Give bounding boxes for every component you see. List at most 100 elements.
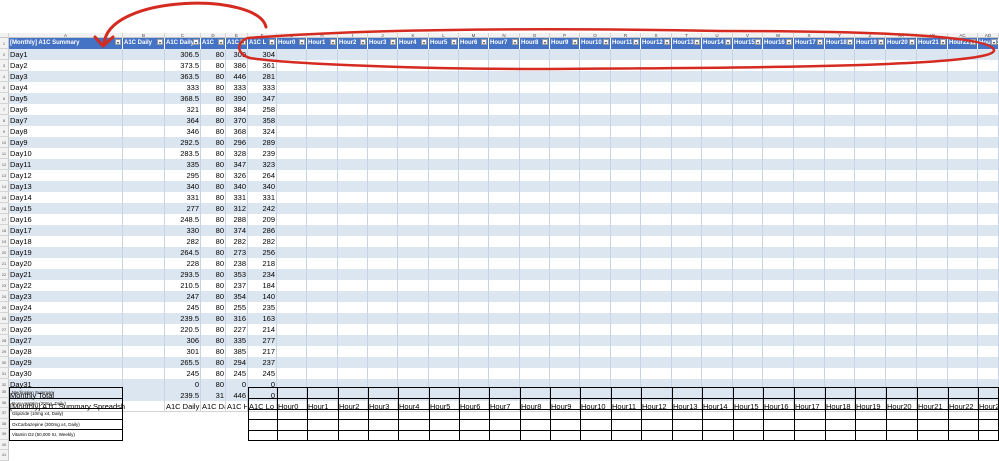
filter-dropdown-icon[interactable]	[664, 39, 670, 45]
table-cell[interactable]	[398, 324, 429, 335]
daily-average-cell[interactable]: 265.5	[165, 357, 201, 368]
table-cell[interactable]	[702, 126, 733, 137]
table-cell[interactable]	[825, 379, 855, 390]
table-cell[interactable]	[338, 93, 368, 104]
table-cell[interactable]	[580, 269, 611, 280]
table-cell[interactable]	[886, 126, 917, 137]
table-cell[interactable]	[702, 368, 733, 379]
row-header[interactable]: 16	[0, 203, 9, 214]
table-cell[interactable]	[489, 258, 520, 269]
table-cell[interactable]	[123, 291, 165, 302]
table-cell[interactable]	[886, 346, 917, 357]
table-cell[interactable]	[307, 214, 338, 225]
table-cell[interactable]	[672, 170, 702, 181]
table-cell[interactable]	[825, 291, 855, 302]
daily-low-cell[interactable]: 163	[248, 313, 277, 324]
table-cell[interactable]	[368, 104, 398, 115]
table-cell[interactable]	[733, 247, 763, 258]
table-cell[interactable]	[580, 71, 611, 82]
table-cell[interactable]	[855, 137, 886, 148]
table-cell[interactable]	[580, 159, 611, 170]
table-cell[interactable]	[580, 280, 611, 291]
table-cell[interactable]	[886, 368, 917, 379]
table-cell[interactable]	[277, 126, 307, 137]
table-cell[interactable]	[794, 159, 825, 170]
total-cell[interactable]	[611, 390, 641, 401]
table-cell[interactable]	[489, 214, 520, 225]
table-cell[interactable]	[277, 104, 307, 115]
daily-average-cell[interactable]: 335	[165, 159, 201, 170]
select-all-corner[interactable]	[0, 33, 9, 38]
table-cell[interactable]	[672, 357, 702, 368]
table-cell[interactable]	[611, 291, 641, 302]
summary-header-cell[interactable]: Hour4	[398, 401, 429, 412]
table-cell[interactable]	[277, 159, 307, 170]
table-cell[interactable]	[520, 324, 550, 335]
table-cell[interactable]	[611, 368, 641, 379]
table-cell[interactable]	[489, 280, 520, 291]
table-cell[interactable]	[338, 71, 368, 82]
table-cell[interactable]	[580, 170, 611, 181]
total-cell[interactable]	[368, 390, 398, 401]
table-cell[interactable]	[794, 236, 825, 247]
row-header[interactable]: 5	[0, 82, 9, 93]
total-cell[interactable]	[459, 390, 489, 401]
table-cell[interactable]	[277, 357, 307, 368]
table-cell[interactable]	[825, 159, 855, 170]
table-cell[interactable]	[368, 93, 398, 104]
table-cell[interactable]	[368, 203, 398, 214]
table-cell[interactable]	[459, 368, 489, 379]
table-cell[interactable]	[611, 280, 641, 291]
table-cell[interactable]	[489, 49, 520, 60]
table-cell[interactable]	[489, 247, 520, 258]
column-filter-header[interactable]: Hour0	[277, 38, 307, 49]
table-cell[interactable]	[948, 71, 978, 82]
daily-high-cell[interactable]: 296	[226, 137, 248, 148]
daily-average-cell[interactable]: 248.5	[165, 214, 201, 225]
day-label-cell[interactable]: Day26	[9, 324, 123, 335]
table-cell[interactable]	[520, 236, 550, 247]
table-cell[interactable]	[338, 192, 368, 203]
table-cell[interactable]	[794, 115, 825, 126]
daily-count-cell[interactable]: 80	[201, 71, 226, 82]
table-cell[interactable]	[459, 203, 489, 214]
daily-high-cell[interactable]: 316	[226, 313, 248, 324]
filter-dropdown-icon[interactable]	[786, 39, 792, 45]
day-label-cell[interactable]: Day12	[9, 170, 123, 181]
table-cell[interactable]	[794, 269, 825, 280]
table-cell[interactable]	[368, 225, 398, 236]
daily-low-cell[interactable]: 333	[248, 82, 277, 93]
table-cell[interactable]	[611, 324, 641, 335]
table-cell[interactable]	[763, 302, 794, 313]
table-cell[interactable]	[886, 104, 917, 115]
table-cell[interactable]	[429, 148, 459, 159]
table-cell[interactable]	[429, 115, 459, 126]
table-cell[interactable]	[917, 247, 948, 258]
table-cell[interactable]	[520, 148, 550, 159]
table-cell[interactable]	[459, 181, 489, 192]
table-cell[interactable]	[948, 137, 978, 148]
row-header[interactable]: 9	[0, 126, 9, 137]
table-cell[interactable]	[672, 82, 702, 93]
table-cell[interactable]	[978, 302, 999, 313]
table-cell[interactable]	[123, 115, 165, 126]
table-cell[interactable]	[489, 82, 520, 93]
table-cell[interactable]	[520, 60, 550, 71]
table-cell[interactable]	[580, 126, 611, 137]
table-cell[interactable]	[948, 192, 978, 203]
table-cell[interactable]	[641, 104, 672, 115]
table-cell[interactable]	[672, 269, 702, 280]
table-cell[interactable]	[763, 258, 794, 269]
total-cell[interactable]	[398, 390, 429, 401]
table-cell[interactable]	[307, 236, 338, 247]
table-cell[interactable]	[948, 60, 978, 71]
table-cell[interactable]	[794, 335, 825, 346]
table-cell[interactable]	[733, 291, 763, 302]
table-cell[interactable]	[672, 60, 702, 71]
total-cell[interactable]	[641, 390, 672, 401]
table-cell[interactable]	[978, 214, 999, 225]
row-header[interactable]: 10	[0, 137, 9, 148]
table-cell[interactable]	[338, 104, 368, 115]
table-cell[interactable]	[277, 181, 307, 192]
table-cell[interactable]	[855, 192, 886, 203]
